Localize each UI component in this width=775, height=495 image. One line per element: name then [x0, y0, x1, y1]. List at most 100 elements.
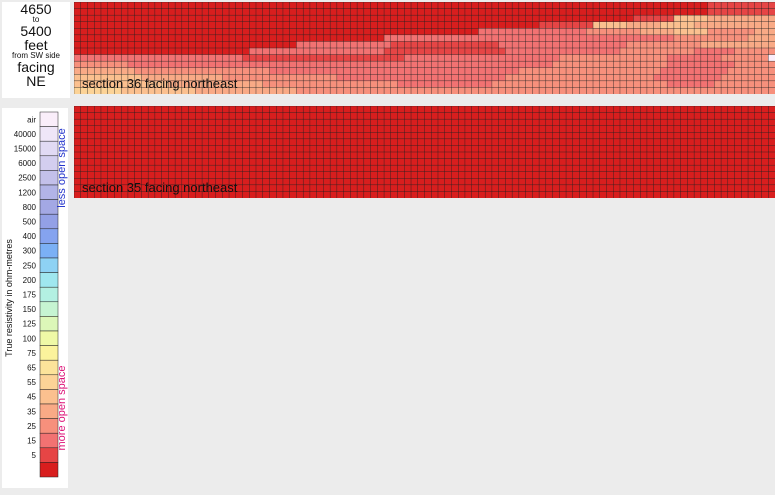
heatmap-cell: [565, 151, 574, 159]
heatmap-cell: [505, 171, 513, 179]
heatmap-cell: [633, 151, 641, 159]
heatmap-cell: [626, 177, 634, 185]
heatmap-cell: [619, 184, 628, 192]
heatmap-cell: [458, 171, 466, 179]
heatmap-cell: [181, 60, 190, 69]
heatmap-cell: [727, 131, 736, 139]
heatmap-cell: [383, 118, 392, 126]
heatmap-cell: [538, 177, 547, 185]
heatmap-cell: [707, 138, 715, 146]
heatmap-cell: [201, 157, 210, 166]
heatmap-cell: [201, 138, 210, 146]
heatmap-cell: [458, 8, 466, 16]
heatmap-cell: [242, 41, 250, 49]
heatmap-cell: [343, 34, 351, 42]
legend-tick-label: 1200: [18, 188, 36, 197]
heatmap-cell: [552, 157, 560, 166]
heatmap-cell: [559, 190, 567, 198]
heatmap-cell: [545, 80, 554, 88]
heatmap-cell: [606, 105, 614, 113]
heatmap-cell: [87, 111, 95, 120]
heatmap-cell: [289, 41, 297, 49]
heatmap-cell: [228, 28, 237, 36]
heatmap-cell: [296, 74, 304, 82]
heatmap-cell: [754, 111, 763, 120]
heatmap-cell: [707, 111, 715, 120]
heatmap-cell: [754, 2, 763, 10]
heatmap-cell: [114, 144, 122, 152]
heatmap-cell: [511, 184, 520, 192]
heatmap-cell: [363, 74, 372, 82]
heatmap-cell: [693, 87, 702, 94]
heatmap-cell: [660, 80, 668, 88]
heatmap-cell: [532, 74, 540, 82]
heatmap-cell: [633, 34, 641, 42]
heatmap-cell: [390, 60, 399, 69]
heatmap-cell: [350, 125, 358, 133]
heatmap-cell: [323, 111, 331, 120]
heatmap-cell: [114, 41, 122, 49]
heatmap-cell: [168, 21, 176, 29]
heatmap-cell: [289, 111, 297, 120]
heatmap-cell: [700, 60, 709, 69]
heatmap-cell: [619, 41, 628, 49]
heatmap-cell: [673, 177, 682, 185]
heatmap-cell: [552, 118, 560, 126]
heatmap-cell: [228, 14, 237, 23]
heatmap-cell: [646, 74, 655, 82]
heatmap-cell: [680, 131, 688, 139]
heatmap-cell: [458, 87, 466, 94]
heatmap-cell: [639, 74, 648, 82]
heatmap-cell: [208, 2, 217, 10]
heatmap-cell: [397, 118, 405, 126]
heatmap-cell: [417, 87, 425, 94]
heatmap-cell: [700, 2, 709, 10]
heatmap-cell: [370, 164, 378, 172]
heatmap-cell: [714, 21, 722, 29]
heatmap-cell: [599, 54, 607, 62]
heatmap-cell: [727, 138, 736, 146]
heatmap-cell: [161, 47, 169, 56]
heatmap-cell: [141, 41, 149, 49]
heatmap-cell: [343, 80, 351, 88]
heatmap-cell: [768, 28, 775, 36]
heatmap-cell: [639, 125, 648, 133]
heatmap-cell: [478, 60, 486, 69]
heatmap-cell: [565, 105, 574, 113]
heatmap-cell: [451, 144, 459, 152]
heatmap-cell: [484, 131, 493, 139]
heatmap-cell: [491, 54, 500, 62]
heatmap-cell: [262, 190, 270, 198]
heatmap-cell: [768, 105, 775, 113]
heatmap-cell: [410, 157, 419, 166]
heatmap-cell: [619, 164, 628, 172]
heatmap-cell: [431, 118, 439, 126]
heatmap-cell: [249, 41, 257, 49]
heatmap-cell: [741, 8, 749, 16]
heatmap-cell: [74, 87, 82, 94]
heatmap-cell: [518, 144, 527, 152]
heatmap-cell: [316, 125, 324, 133]
heatmap-cell: [700, 80, 709, 88]
heatmap-cell: [525, 80, 533, 88]
heatmap-cell: [390, 28, 399, 36]
heatmap-cell: [660, 157, 668, 166]
heatmap-cell: [383, 80, 392, 88]
heatmap-cell: [329, 118, 338, 126]
heatmap-cell: [188, 171, 196, 179]
heatmap-cell: [147, 67, 156, 75]
heatmap-cell: [383, 47, 392, 56]
heatmap-cell: [538, 105, 547, 113]
heatmap-cell: [410, 151, 419, 159]
heatmap-cell: [437, 144, 446, 152]
heatmap-cell: [215, 67, 223, 75]
heatmap-cell: [323, 125, 331, 133]
section-label: section 36 facing northeast: [82, 76, 238, 91]
heatmap-cell: [161, 34, 169, 42]
heatmap-cell: [532, 190, 540, 198]
heatmap-cell: [484, 87, 493, 94]
heatmap-cell: [127, 144, 136, 152]
heatmap-cell: [127, 67, 136, 75]
heatmap-cell: [747, 131, 756, 139]
heatmap-cell: [147, 171, 156, 179]
